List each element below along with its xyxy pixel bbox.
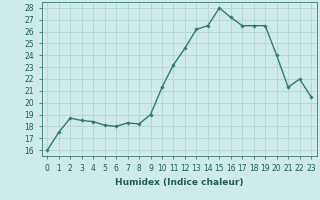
X-axis label: Humidex (Indice chaleur): Humidex (Indice chaleur)	[115, 178, 244, 187]
